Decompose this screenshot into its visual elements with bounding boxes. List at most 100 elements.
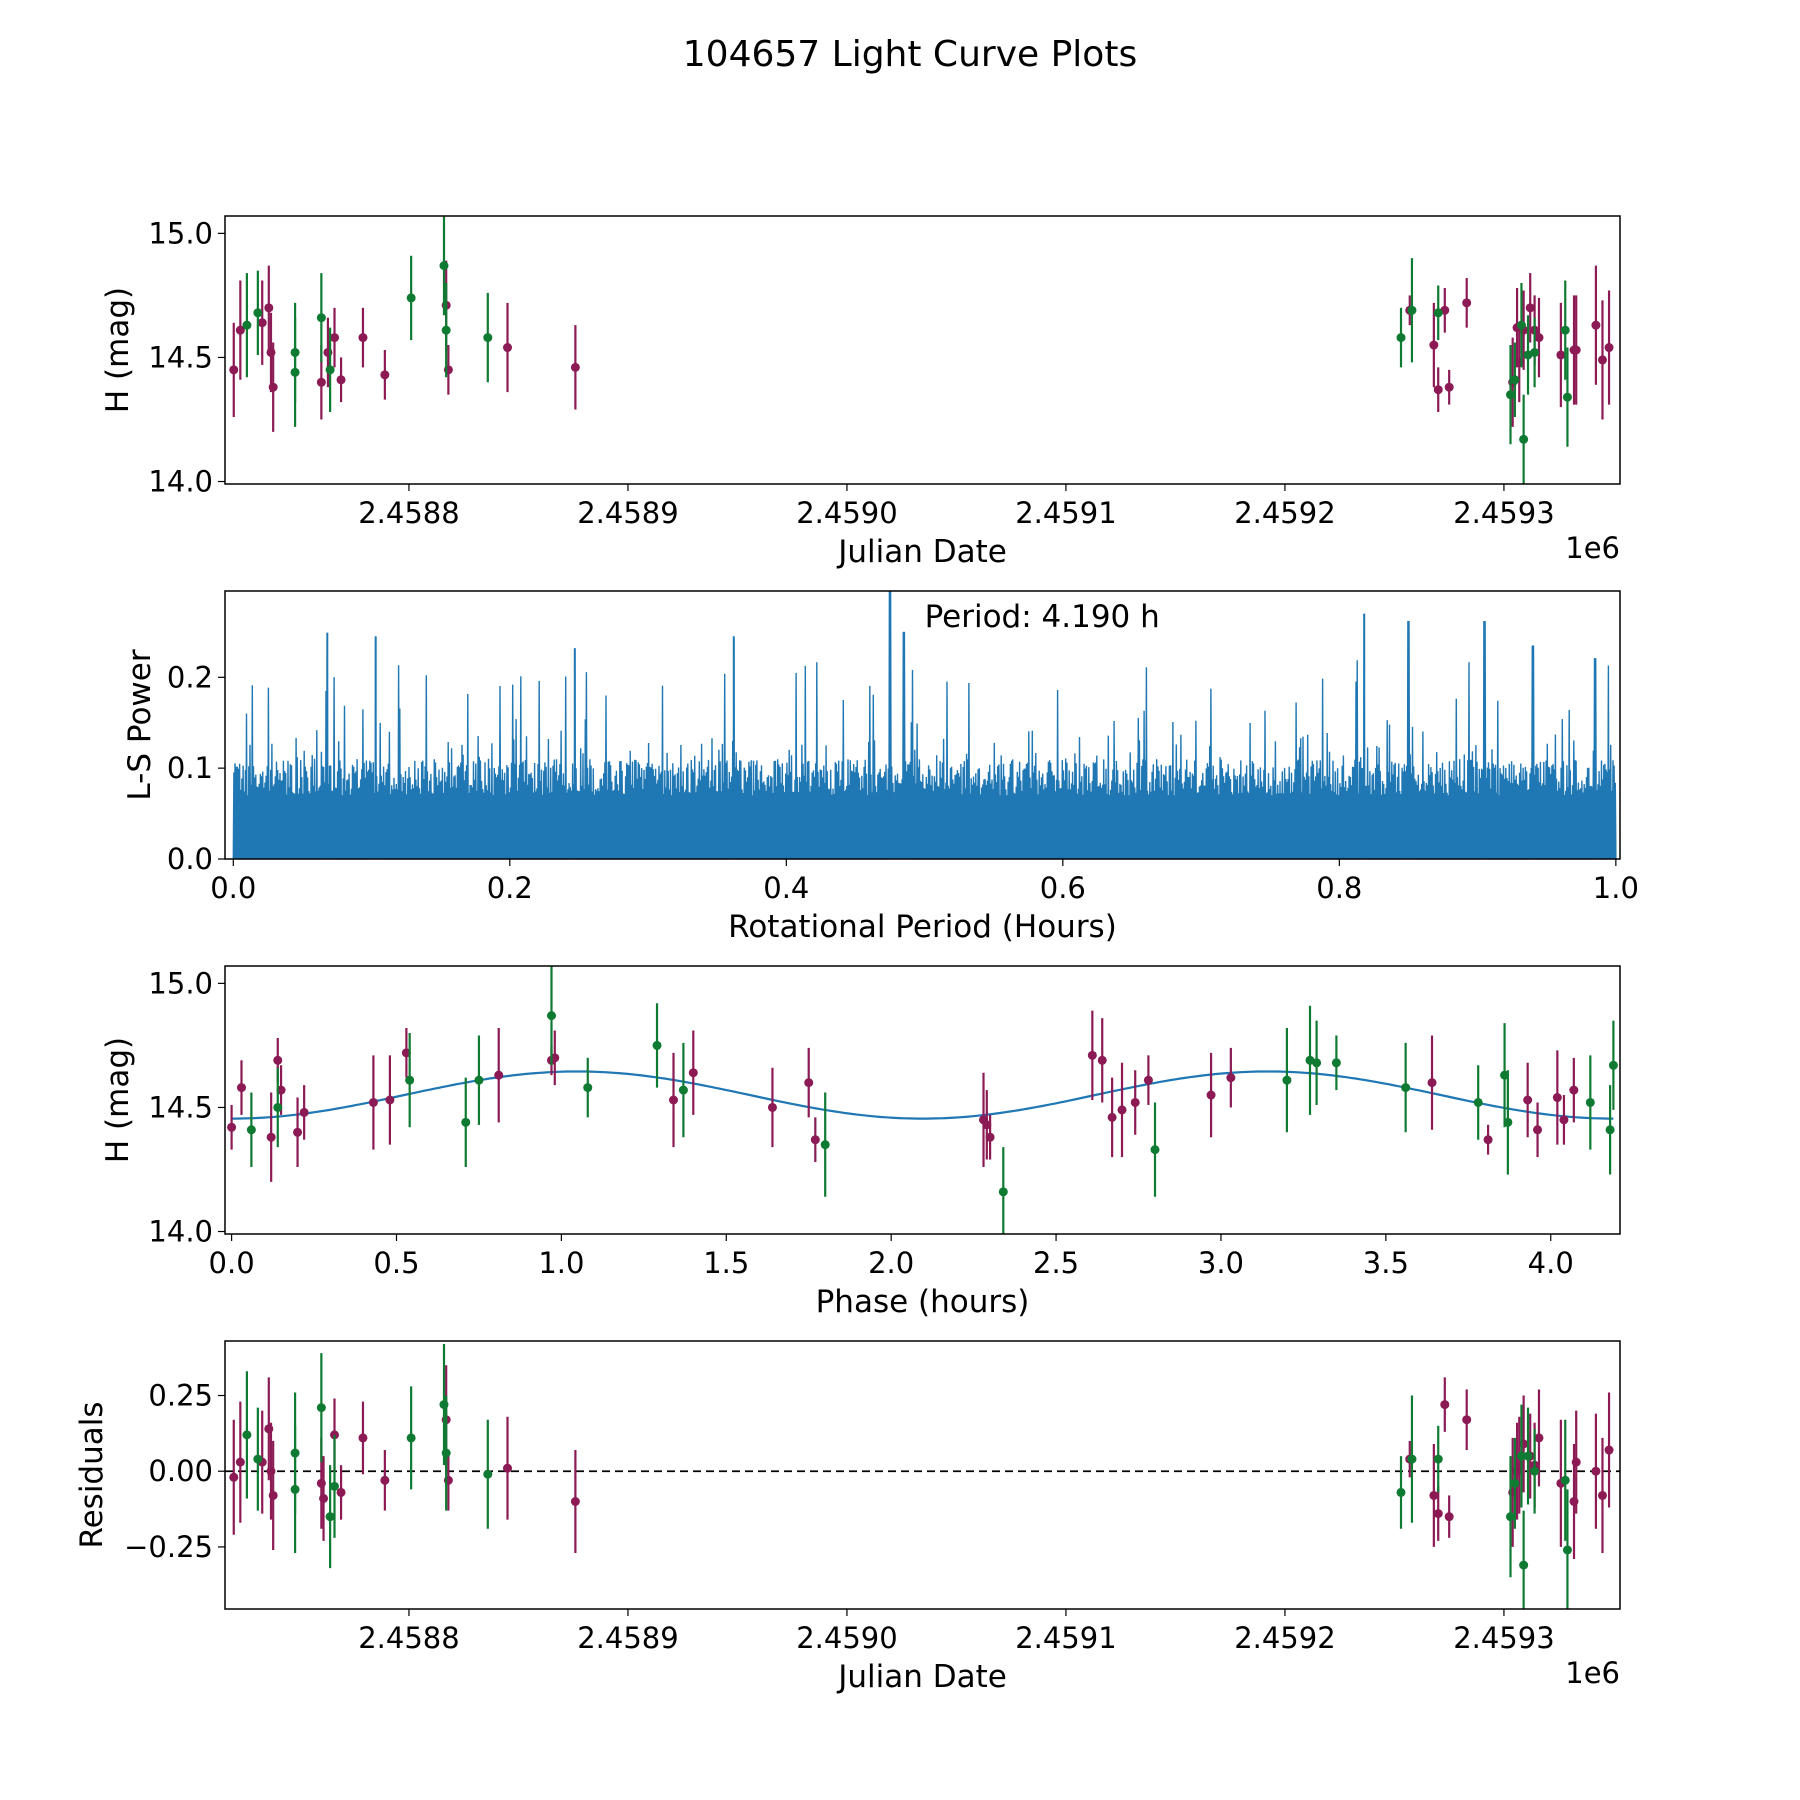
y-tick-label: 15.0 — [148, 216, 213, 250]
data-point — [1462, 1415, 1472, 1425]
x-tick-label: 1.0 — [538, 1246, 584, 1280]
data-point — [461, 1117, 471, 1127]
data-point — [1429, 340, 1439, 350]
data-point — [1503, 1117, 1513, 1127]
data-point — [325, 1512, 335, 1522]
data-point — [1519, 1560, 1529, 1570]
y-tick-label: 14.5 — [148, 340, 213, 374]
data-point — [1569, 1085, 1579, 1095]
data-point — [1282, 1075, 1292, 1085]
data-point — [570, 1496, 580, 1506]
fit-curve — [231, 1070, 1614, 1120]
data-point — [1562, 1545, 1572, 1555]
data-point — [1401, 1083, 1411, 1093]
y-tick-label: 0.2 — [167, 660, 213, 694]
x-tick-label: 0.0 — [210, 871, 256, 905]
series-filter-a — [229, 260, 1614, 432]
data-point — [1560, 325, 1570, 335]
x-tick-label: 3.5 — [1363, 1246, 1409, 1280]
y-tick-label: 15.0 — [148, 966, 213, 1000]
data-point — [236, 1083, 246, 1093]
data-point — [1427, 1078, 1437, 1088]
data-point — [268, 382, 278, 392]
data-point — [229, 1472, 239, 1482]
data-point — [688, 1068, 698, 1078]
y-axis-label: H (mag) — [100, 287, 136, 413]
x-tick-label: 0.0 — [209, 1246, 255, 1280]
x-tick-label: 2.0 — [868, 1246, 914, 1280]
data-point — [1440, 1400, 1450, 1410]
data-point — [242, 320, 252, 330]
x-axis-label: Julian Date — [836, 1659, 1007, 1695]
series-filter-b — [242, 216, 1572, 484]
data-point — [293, 1127, 303, 1137]
data-point — [1562, 392, 1572, 402]
data-point — [1604, 343, 1614, 353]
data-point — [1571, 345, 1581, 355]
data-point — [1510, 1478, 1520, 1488]
data-point — [1533, 1125, 1543, 1135]
data-point — [358, 1433, 368, 1443]
x-tick-label: 2.4588 — [358, 1621, 459, 1655]
data-point — [1556, 350, 1566, 360]
data-point — [385, 1095, 395, 1105]
data-point — [1559, 1115, 1569, 1125]
x-tick-label: 2.4593 — [1453, 1621, 1554, 1655]
series-filter-b — [246, 966, 1618, 1234]
data-point — [1506, 390, 1516, 400]
data-point — [319, 1493, 329, 1503]
data-point — [652, 1040, 662, 1050]
data-point — [1444, 1512, 1454, 1522]
data-point — [1407, 305, 1417, 315]
data-point — [998, 1187, 1008, 1197]
data-point — [227, 1122, 237, 1132]
data-point — [1312, 1058, 1322, 1068]
data-point — [1530, 1466, 1540, 1476]
y-axis-label: L-S Power — [122, 649, 158, 800]
data-point — [273, 1102, 283, 1112]
data-point — [804, 1078, 814, 1088]
x-tick-label: 2.4593 — [1453, 496, 1554, 530]
x-tick-label: 3.0 — [1198, 1246, 1244, 1280]
data-point — [1444, 382, 1454, 392]
data-point — [235, 1457, 245, 1467]
data-point — [1396, 1487, 1406, 1497]
series-filter-a — [229, 1365, 1614, 1560]
data-point — [439, 261, 449, 271]
x-tick-label: 0.6 — [1040, 871, 1086, 905]
plot-area — [227, 966, 1618, 1234]
data-point — [316, 313, 326, 323]
data-point — [1087, 1050, 1097, 1060]
plot-area — [225, 1344, 1620, 1609]
x-tick-label: 2.5 — [1033, 1246, 1079, 1280]
data-point — [290, 1484, 300, 1494]
x-tick-label: 2.4589 — [577, 1621, 678, 1655]
data-point — [405, 1075, 415, 1085]
data-point — [1604, 1445, 1614, 1455]
data-point — [810, 1135, 820, 1145]
data-point — [820, 1140, 830, 1150]
data-point — [1523, 1095, 1533, 1105]
data-point — [1473, 1097, 1483, 1107]
y-tick-label: 14.5 — [148, 1090, 213, 1124]
axes-frame — [224, 590, 1621, 860]
plot-area — [229, 216, 1614, 484]
y-tick-label: 14.0 — [148, 465, 213, 499]
y-tick-label: 0.00 — [148, 1454, 213, 1488]
data-point — [1429, 1490, 1439, 1500]
data-point — [669, 1095, 679, 1105]
data-point — [503, 343, 513, 353]
data-point — [316, 1403, 326, 1413]
data-point — [268, 1490, 278, 1500]
data-point — [290, 367, 300, 377]
panel-residuals: −0.25 0.00 0.25 2.4588 2.4589 2.4590 2.4591 2.4… — [74, 1340, 1621, 1695]
data-point — [546, 1011, 556, 1021]
data-point — [1597, 355, 1607, 365]
axes-frame — [224, 215, 1621, 485]
data-point — [406, 293, 416, 303]
figure-title: 104657 Light Curve Plots — [683, 34, 1137, 75]
x-tick-label: 2.4592 — [1234, 496, 1335, 530]
data-point — [1560, 1475, 1570, 1485]
data-point — [1150, 1145, 1160, 1155]
